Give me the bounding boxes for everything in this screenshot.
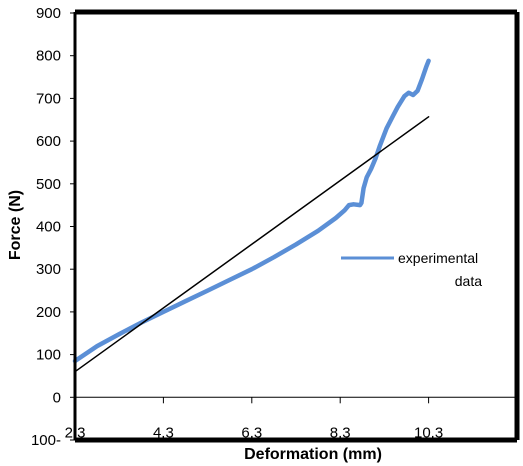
y-tick-label: 500 [36,176,61,193]
y-tick-label: 900 [36,5,61,22]
y-tick-label: 200 [36,304,61,321]
legend-label-line-1: experimental [398,250,478,266]
y-tick-labels: 100- 0 100 200 300 400 500 600 700 800 900 [31,5,61,449]
y-tick-label: 100 [36,347,61,364]
x-tick-label: 10.3 [414,424,443,441]
legend-label-line-2: data [455,273,482,289]
y-tick-label: 800 [36,48,61,65]
trendline [74,116,430,373]
y-tick-label: 300 [36,261,61,278]
series-layer [72,58,431,373]
series-line-experimental-data [72,58,431,364]
y-tick-label: 0 [53,389,61,406]
legend: experimental data [341,250,482,289]
x-axis-title: Deformation (mm) [244,446,382,463]
y-axis-title: Force (N) [7,190,24,260]
y-tick-label: 400 [36,219,61,236]
y-tick-label: 600 [36,133,61,150]
x-tick-labels: 2.34.36.38.310.3 [65,424,444,441]
y-tick-label: 700 [36,90,61,107]
y-tick-label: 100- [31,432,61,449]
plot-frame [70,9,520,443]
x-tick-label: 6.3 [241,424,262,441]
x-tick-label: 8.3 [330,424,351,441]
x-tick-label: 4.3 [153,424,174,441]
